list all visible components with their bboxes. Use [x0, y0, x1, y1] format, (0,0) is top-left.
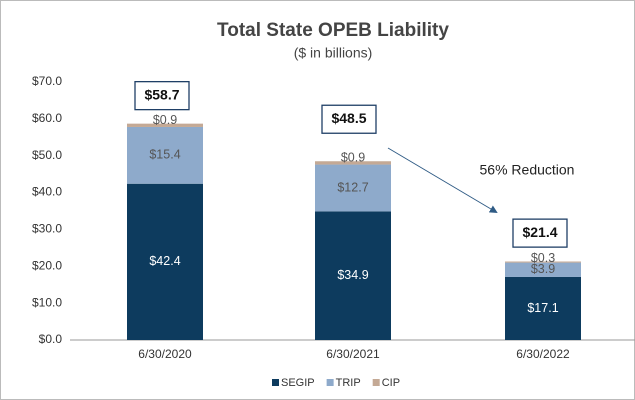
bar-segment [127, 183, 203, 340]
chart-subtitle: ($ in billions) [294, 45, 373, 61]
value-label: $17.1 [527, 301, 558, 315]
value-label: $15.4 [149, 148, 180, 162]
total-box [321, 104, 377, 134]
chart-title: Total State OPEB Liability [217, 20, 449, 41]
y-tick-label: $50.0 [32, 148, 62, 162]
y-tick-label: $30.0 [32, 222, 62, 236]
value-label: $42.4 [149, 254, 180, 268]
total-label: $58.7 [144, 86, 179, 102]
bar-segment [315, 161, 391, 165]
y-tick-label: $40.0 [32, 185, 62, 199]
x-tick-label: 6/30/2021 [326, 347, 380, 361]
value-label: $3.9 [531, 262, 555, 276]
legend-label: CIP [382, 377, 400, 389]
total-label: $21.4 [522, 224, 557, 240]
bar-segment [127, 126, 203, 184]
x-tick-label: 6/30/2020 [138, 347, 192, 361]
bar-segment [505, 276, 581, 340]
bar-segment [127, 123, 203, 127]
y-tick-label: $0.0 [39, 332, 63, 346]
legend-label: SEGIP [281, 377, 315, 389]
total-label: $48.5 [331, 110, 366, 126]
value-label: $12.7 [337, 180, 368, 194]
bar-segment [315, 211, 391, 340]
value-label: $0.9 [153, 113, 177, 127]
legend-label: TRIP [336, 377, 361, 389]
value-label: $0.3 [531, 251, 555, 265]
legend-swatch [272, 379, 279, 386]
y-tick-label: $60.0 [32, 111, 62, 125]
y-tick-label: $70.0 [32, 74, 62, 88]
y-tick-label: $10.0 [32, 295, 62, 309]
bar-segment [315, 164, 391, 212]
bar-segment [505, 261, 581, 263]
value-label: $0.9 [341, 151, 365, 165]
y-tick-label: $20.0 [32, 258, 62, 272]
total-box [134, 80, 190, 111]
legend-swatch [372, 379, 380, 386]
value-label: $34.9 [337, 268, 368, 282]
x-tick-label: 6/30/2022 [516, 347, 570, 361]
annotation: 56% Reduction [480, 162, 575, 178]
arrow [387, 147, 498, 214]
legend-swatch [326, 379, 334, 386]
total-box [512, 218, 568, 248]
bar-segment [505, 262, 581, 277]
